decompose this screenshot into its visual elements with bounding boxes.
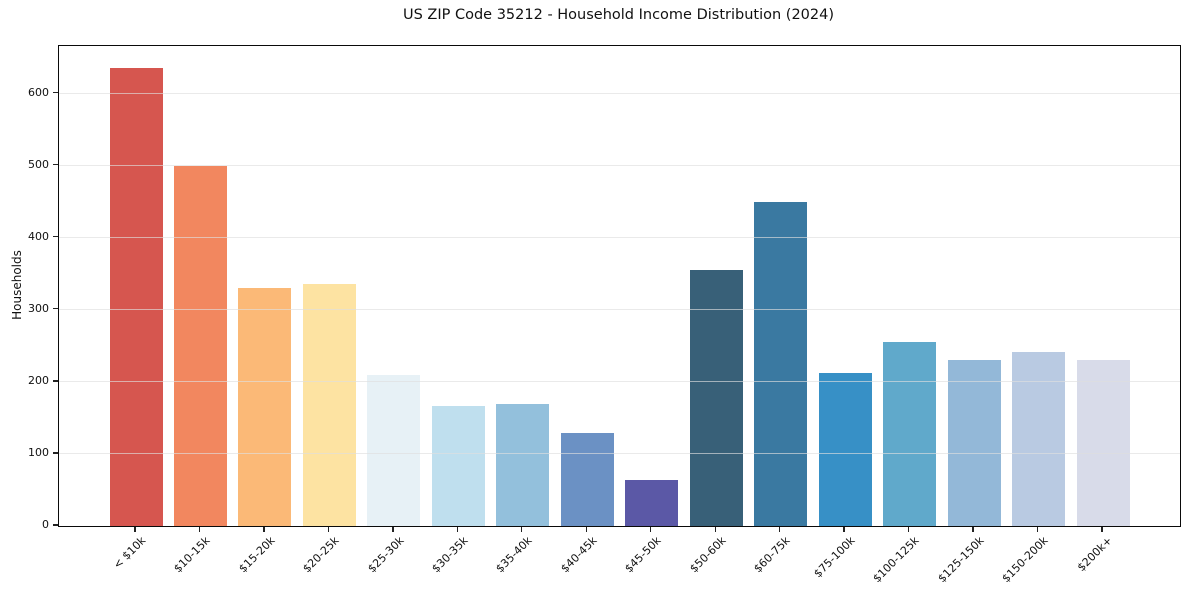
- y-tick-label: 300: [28, 301, 49, 315]
- bar-< $10k: [109, 68, 163, 526]
- bar-$20-25k: [302, 283, 356, 526]
- bar-$125-150k: [947, 360, 1001, 526]
- x-tick-label: $20-25k: [300, 534, 342, 576]
- x-tick-label: $30-35k: [429, 534, 471, 576]
- bar-$50-60k: [689, 270, 743, 526]
- bar-$45-50k: [625, 479, 679, 526]
- x-tick-label: $25-30k: [364, 534, 407, 576]
- y-tick-label: 600: [28, 85, 49, 99]
- gridline-100: [59, 452, 1180, 454]
- gridline-500: [59, 164, 1180, 166]
- bar-$100-125k: [883, 342, 937, 526]
- x-tick-label: $75-100k: [811, 534, 858, 581]
- plot-area: [58, 45, 1181, 527]
- x-tick-label: < $10k: [110, 534, 149, 572]
- bar-$25-30k: [367, 374, 421, 526]
- y-tick-label: 0: [42, 518, 49, 531]
- x-tick-label: $45-50k: [622, 534, 664, 576]
- x-tick-mark: [650, 526, 652, 532]
- x-tick-label: $60-75k: [751, 534, 793, 576]
- gridline-600: [59, 92, 1180, 94]
- x-tick-mark: [843, 526, 845, 532]
- x-tick-mark: [907, 526, 910, 532]
- x-tick-label: $100-125k: [870, 534, 922, 586]
- y-tick-label: 100: [28, 445, 49, 459]
- x-tick-label: $200k+: [1075, 534, 1116, 575]
- bar-$75-100k: [818, 372, 872, 526]
- x-tick-mark: [972, 526, 974, 532]
- gridline-400: [59, 236, 1180, 238]
- bar-$10-15k: [173, 166, 227, 526]
- y-tick-mark: [53, 452, 58, 454]
- x-tick-label: $150-200k: [999, 534, 1051, 586]
- x-tick-label: $35-40k: [493, 534, 536, 576]
- x-tick-label: $125-150k: [935, 534, 987, 586]
- x-tick-mark: [778, 526, 781, 532]
- x-tick-label: $15-20k: [235, 534, 278, 576]
- y-tick-mark: [53, 308, 58, 310]
- bar-$15-20k: [238, 288, 292, 526]
- y-tick-label: 500: [28, 157, 49, 171]
- y-tick-label: 200: [28, 373, 49, 387]
- x-tick-label: $50-60k: [687, 534, 729, 576]
- x-tick-mark: [327, 526, 330, 532]
- bar-$150-200k: [1012, 352, 1066, 526]
- bar-$60-75k: [754, 201, 808, 526]
- chart-title: US ZIP Code 35212 - Household Income Dis…: [402, 7, 835, 23]
- bar-$30-35k: [431, 406, 485, 526]
- x-tick-mark: [456, 526, 459, 532]
- y-tick-mark: [53, 163, 58, 166]
- x-tick-mark: [263, 526, 265, 532]
- y-tick-label: 400: [28, 229, 49, 243]
- x-tick-mark: [714, 526, 716, 532]
- gridline-300: [59, 308, 1180, 310]
- x-tick-mark: [521, 526, 523, 532]
- bar-$40-45k: [560, 433, 614, 526]
- x-tick-label: $10-15k: [171, 534, 213, 576]
- x-tick-label: $40-45k: [558, 534, 600, 576]
- y-tick-mark: [53, 524, 58, 526]
- y-axis-label: Households: [10, 250, 24, 320]
- x-tick-mark: [392, 526, 394, 532]
- x-tick-mark: [1036, 526, 1039, 532]
- x-tick-mark: [134, 526, 136, 532]
- bar-$35-40k: [496, 404, 550, 526]
- y-tick-mark: [53, 380, 58, 382]
- bar-$200k+: [1076, 360, 1130, 526]
- x-tick-mark: [1101, 526, 1103, 532]
- y-tick-mark: [53, 91, 58, 94]
- y-tick-mark: [53, 236, 58, 238]
- gridline-200: [59, 380, 1180, 382]
- x-tick-mark: [198, 526, 201, 532]
- x-tick-mark: [585, 526, 587, 532]
